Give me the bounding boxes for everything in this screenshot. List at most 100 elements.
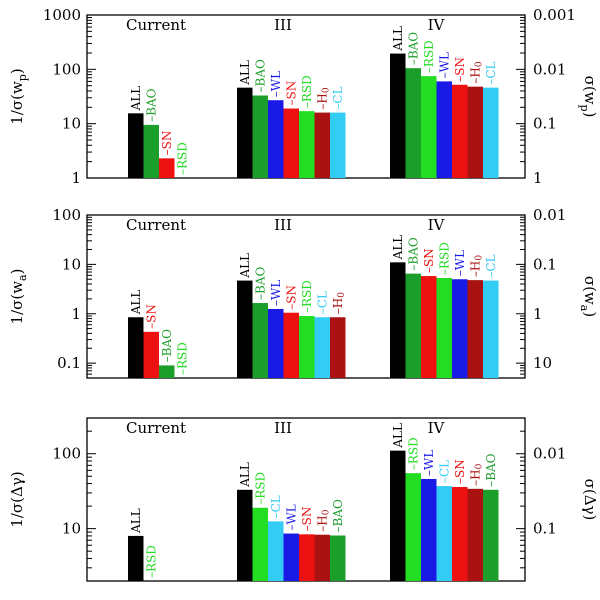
panel-1-bar-label-cl-text: –CL: [483, 61, 497, 84]
panel-1-bar-label-rsd: –RSD: [421, 40, 435, 73]
panel-1-left-tick-label: 10: [62, 115, 81, 133]
panel-1-bar-wl: [268, 100, 284, 178]
panel-2-right-tick-label: 1: [533, 305, 543, 323]
panel-3-bar-label-bao-text: –BAO: [330, 499, 344, 532]
panel-3-bar-label-rsd-text: –RSD: [406, 437, 420, 470]
panel-3-bar-label-rsd: –RSD: [144, 545, 158, 578]
panel-1-bar-label-bao: –BAO: [406, 32, 420, 65]
panel-2-right-tick-label: 0.1: [533, 255, 557, 273]
panel-1-right-tick-label: 0.01: [533, 60, 566, 78]
panel-3-bar-label-rsd: –RSD: [406, 437, 420, 470]
panel-1-bar-label-rsd: –RSD: [299, 75, 313, 108]
panel-3-left-tick-label: 10: [62, 520, 81, 538]
panel-3-bar-label-rsd-text: –RSD: [144, 545, 158, 578]
panel-3-bar-label-cl: –CL: [268, 495, 282, 518]
panel-3-bar-label-wl-text: –WL: [421, 450, 435, 476]
panel-1-bar-rsd: [421, 76, 437, 178]
panel-2-bar-label-sn-text: –SN: [284, 285, 298, 310]
panel-1-group-label: III: [274, 16, 292, 34]
panel-2-bar-label-h0-text: –H0: [468, 255, 484, 277]
panel-2-bar-label-h0-text: –H0: [330, 292, 346, 314]
panel-1-bar-label-wl: –WL: [437, 52, 451, 78]
panel-2-bar-label-rsd: –RSD: [299, 280, 313, 313]
panel-1-bar-label-all-text: ALL: [390, 26, 404, 52]
panel-3-bar-label-sn-text: –SN: [452, 459, 466, 484]
panel-2-left-tick-label: 100: [52, 206, 81, 224]
panel-1-bar-label-bao: –BAO: [253, 59, 267, 92]
panel-1-bar-label-sn-text: –SN: [452, 57, 466, 82]
panel-3-bar-sn: [299, 534, 315, 581]
panel-3-bar-all: [128, 535, 144, 581]
panel-1-right-tick-label: 0.001: [533, 6, 576, 24]
panel-1-bar-label-wl: –WL: [268, 71, 282, 97]
panel-1-bar-wl: [436, 81, 452, 178]
panel-3-bar-label-rsd: –RSD: [253, 472, 267, 505]
panel-1-ylabel-left: 1/σ(wp): [8, 68, 29, 124]
panel-2-bar-label-wl-text: –WL: [268, 280, 282, 306]
panel-1-bar-label-rsd-text: –RSD: [175, 142, 189, 175]
panel-2-bar-label-bao: –BAO: [159, 329, 173, 362]
panel-3-bar-h0: [467, 488, 483, 581]
panel-2-bar-label-sn: –SN: [421, 248, 435, 273]
panel-2-bar-cl: [483, 280, 499, 378]
panel-2-bar-cl: [314, 317, 330, 378]
panel-2-bar-label-sn: –SN: [284, 285, 298, 310]
panel-2-bar-label-h0: –H0: [468, 255, 484, 277]
panel-1-bar-cl: [330, 112, 346, 178]
panel-2-bar-label-bao-text: –BAO: [406, 237, 420, 270]
panel-1-bar-label-rsd-text: –RSD: [421, 40, 435, 73]
panel-1-bar-label-all: ALL: [390, 26, 404, 52]
panel-3-right-tick-label: 0.1: [533, 520, 557, 538]
panel-2-ylabel-left: 1/σ(wa): [8, 269, 29, 325]
panel-1-left-tick-label: 1000: [43, 6, 81, 24]
panel-1-bar-label-sn: –SN: [452, 57, 466, 82]
panel-2-bar-rsd: [436, 277, 452, 378]
panel-3-bar-label-all: ALL: [128, 508, 142, 534]
panel-3-bar-label-all-text: ALL: [390, 423, 404, 449]
panel-2-bar-label-all-text: ALL: [128, 290, 142, 316]
panel-2-bar-bao: [159, 365, 175, 378]
panel-2-bar-all: [237, 280, 253, 378]
panel-1-bar-label-rsd-text: –RSD: [299, 75, 313, 108]
panel-2-bar-label-bao: –BAO: [253, 267, 267, 300]
panel-2-bar-label-wl: –WL: [268, 280, 282, 306]
panel-2-bar-label-all: ALL: [128, 290, 142, 316]
panel-1-bar-label-sn-text: –SN: [159, 131, 173, 156]
panel-3-bar-label-all-text: ALL: [237, 462, 251, 488]
panel-1-bar-h0: [314, 112, 330, 178]
panel-1-bar-label-all-text: ALL: [128, 86, 142, 112]
panel-1-left-tick-label: 1: [71, 169, 81, 187]
panel-2-bar-label-h0: –H0: [330, 292, 346, 314]
panel-3-group-label: IV: [428, 419, 446, 437]
panel-2-bar-h0: [467, 280, 483, 378]
panel-1-bar-label-all: ALL: [128, 86, 142, 112]
panel-1-bar-label-sn: –SN: [284, 81, 298, 106]
panel-2-bar-label-all-text: ALL: [237, 253, 251, 279]
panel-3-bar-label-bao: –BAO: [330, 499, 344, 532]
panel-3-bar-all: [390, 450, 406, 581]
panel-3-bar-label-all: ALL: [237, 462, 251, 488]
panel-2-bar-label-bao-text: –BAO: [253, 267, 267, 300]
panel-1-bar-label-h0: –H0: [315, 87, 331, 109]
panel-1-bar-cl: [483, 87, 499, 178]
panel-1-bar-label-all: ALL: [237, 60, 251, 86]
panel-3-bar-h0: [314, 534, 330, 581]
panel-3-ylabel-left: 1/σ(Δγ): [8, 471, 26, 527]
panel-3-bar-label-h0: –H0: [468, 463, 484, 485]
panel-3-bar-label-all-text: ALL: [128, 508, 142, 534]
panel-1-bar-label-sn-text: –SN: [284, 81, 298, 106]
panel-1-bar-label-h0-text: –H0: [468, 61, 484, 83]
panel-3-bar-label-h0-text: –H0: [315, 509, 331, 531]
panel-2-bar-rsd: [299, 316, 315, 378]
panel-1-bar-all: [128, 113, 144, 178]
panel-3-bar-label-sn: –SN: [299, 507, 313, 532]
panel-1-bar-label-cl: –CL: [483, 61, 497, 84]
panel-2-bar-sn: [421, 276, 437, 378]
panel-2-bar-label-all: ALL: [390, 235, 404, 261]
panel-3-bar-label-cl: –CL: [437, 460, 451, 483]
panel-2-ylabel-left-text: 1/σ(wa): [8, 269, 29, 325]
panel-3-bar-label-cl-text: –CL: [268, 495, 282, 518]
panel-1-bar-bao: [252, 95, 268, 178]
panel-3-bar-label-bao-text: –BAO: [483, 453, 497, 486]
